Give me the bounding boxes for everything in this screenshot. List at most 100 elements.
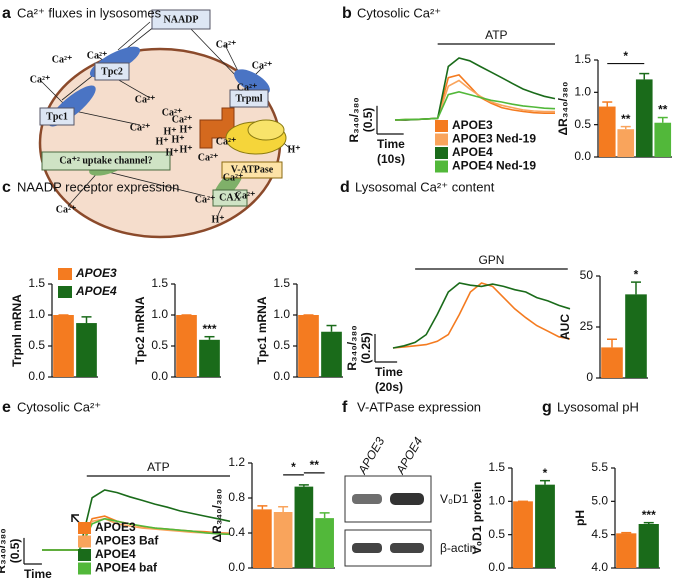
trace [42,517,231,551]
panel-title: V-ATPase expression [357,399,481,414]
legend-swatch [435,147,448,159]
y-tick-label: 1.5 [574,52,591,66]
bar [616,533,637,568]
ion-label: Ca²⁺ [56,204,77,215]
bar [535,484,555,568]
panel-letter: a [2,5,11,22]
ion-label: H⁺ [165,147,178,158]
uptake-label: Ca⁺² uptake channel? [59,155,152,166]
panel-title: Lysosomal pH [557,399,639,414]
ion-label: Ca²⁺ [198,152,219,163]
legend-label: APOE3 [75,266,117,280]
x-scale-value: (10s) [377,152,405,166]
ion-label: Ca²⁺ [216,39,237,50]
band [352,494,382,504]
x-scale-label: Time [375,365,403,379]
significance: ** [621,112,631,126]
y-axis-label: ΔR₃₄₀/₃₈₀ [210,489,224,543]
y-tick-label: 0.5 [273,338,290,352]
y-tick-label: 0.5 [574,117,591,131]
legend-label: APOE3 [95,520,136,534]
y-tick-label: 0.5 [488,527,505,541]
trpml-channel [234,69,270,95]
legend-swatch [58,268,72,280]
y-tick-label: 1.5 [488,460,505,474]
ion-label: Ca²⁺ [30,74,51,85]
x-scale-label: Time [377,137,405,151]
y-tick-label: 0.0 [28,369,45,383]
bar [635,79,653,157]
panel-title: Cytosolic Ca²⁺ [357,5,441,20]
ion-label: Ca²⁺ [195,194,216,205]
y-scale-value: (0.5) [361,108,375,133]
band-label: V₀D1 [440,492,469,506]
band [352,543,382,553]
bar [53,315,74,377]
cax-label: CAX [219,192,241,203]
lane-label: APOE3 [355,434,388,477]
legend-label: APOE3 [452,118,493,132]
panel-title: Lysosomal Ca²⁺ content [355,179,495,194]
legend-swatch [58,286,72,298]
y-axis-label: Tpc1 mRNA [255,296,269,364]
legend-swatch [435,133,448,146]
y-axis-label: AUC [558,314,572,340]
significance: ** [310,458,320,472]
label-box [41,151,171,171]
panel-letter: b [342,5,352,22]
significance: ** [658,103,668,117]
lysosome-diagram: NAADP Tpc2 Tpc1 Trpml V-ATPase CAX Ca⁺² … [30,9,301,239]
vatpase-label: V-ATPase [231,164,274,175]
naadp-label: NAADP [164,14,199,25]
trace [394,79,555,121]
y-axis-label: ΔR₃₄₀/₃₈₀ [556,82,570,136]
label-box [212,189,248,207]
significance: *** [642,508,656,522]
ion-label: H⁺ [211,214,224,225]
bar [625,294,647,378]
legend-label: APOE4 Ned-19 [452,159,536,173]
ion-label: Ca²⁺ [223,172,244,183]
panel-letter: c [2,179,11,196]
bar [273,512,293,568]
y-tick-label: 0.0 [151,369,168,383]
y-tick-label: 1.0 [151,307,168,321]
trpml-label: Trpml [235,93,262,104]
y-scale-label: R₃₄₀/₃₈₀ [345,325,359,370]
ion-label: H⁺ [287,144,300,155]
legend-label: APOE4 baf [95,561,158,575]
ion-label: Ca²⁺ [52,54,73,65]
panel-letter: f [342,399,348,416]
bar [321,331,342,377]
y-axis-label: pH [573,510,587,526]
significance: * [543,466,548,480]
bar [598,106,616,157]
significance: *** [202,322,216,336]
trace [394,90,556,121]
bar [601,347,623,378]
significance: * [623,49,628,63]
ion-label: Ca²⁺ [252,60,273,71]
tpc1-label: Tpc1 [46,111,68,122]
label-box [221,161,283,179]
trace [392,282,571,349]
y-tick-label: 5.0 [591,494,608,508]
label-box [39,107,75,126]
y-tick-label: 1.0 [273,307,290,321]
stimulus-label: ATP [485,28,507,42]
y-axis-label: Trpml mRNA [10,294,24,367]
tpc2-label: Tpc2 [101,66,123,77]
label-box [151,9,211,30]
bar [253,509,272,568]
y-tick-label: 0.0 [488,560,505,574]
legend-swatch [78,549,91,561]
y-axis-label: Tpc2 mRNA [133,296,147,364]
y-tick-label: 0.0 [228,560,245,574]
y-tick-label: 1.5 [273,276,290,290]
legend-swatch [435,160,448,173]
panel-title: Ca²⁺ fluxes in lysosomes [17,5,162,20]
ion-labels: Ca²⁺Ca²⁺Ca²⁺Ca²⁺Ca²⁺Ca²⁺Ca²⁺Ca²⁺Ca²⁺Ca²⁺… [30,39,301,225]
legend-label: APOE4 [75,284,117,298]
bar [294,486,314,568]
y-tick-label: 4.0 [591,560,608,574]
